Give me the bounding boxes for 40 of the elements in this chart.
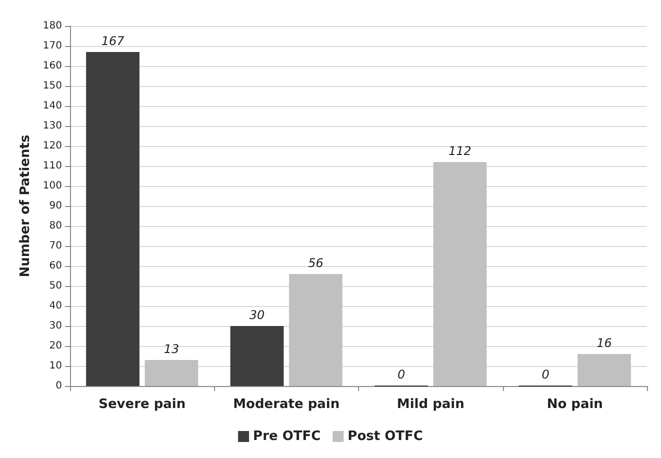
data-label: 30 — [249, 308, 266, 322]
bar — [230, 326, 284, 386]
x-tick-label: Severe pain — [98, 397, 186, 412]
y-tick-label: 90 — [49, 200, 62, 212]
y-tick-label: 10 — [49, 360, 62, 372]
y-tick-label: 150 — [42, 80, 62, 92]
data-label: 56 — [308, 256, 324, 270]
data-label: 0 — [542, 368, 550, 382]
y-tick-label: 70 — [49, 240, 62, 252]
data-label: 112 — [448, 144, 472, 158]
y-tick-label: 30 — [49, 320, 62, 332]
y-tick-label: 100 — [42, 180, 62, 192]
y-tick-label: 50 — [49, 280, 62, 292]
bar — [86, 52, 140, 386]
y-tick-label: 0 — [56, 380, 62, 392]
data-label: 16 — [596, 336, 612, 350]
y-axis-title: Number of Patients — [18, 134, 34, 278]
x-tick-label: Moderate pain — [233, 397, 340, 412]
y-tick-label: 120 — [42, 140, 62, 152]
y-tick-label: 80 — [49, 220, 62, 232]
bar — [289, 274, 342, 386]
data-label: 0 — [397, 368, 406, 382]
y-tick-label: 160 — [42, 60, 62, 72]
bar — [433, 162, 487, 386]
y-tick-label: 60 — [49, 260, 62, 272]
y-tick-label: 110 — [42, 160, 62, 172]
legend-label: Post OTFC — [348, 429, 423, 444]
bar — [144, 360, 198, 386]
y-tick-label: 180 — [42, 20, 62, 32]
bar — [578, 354, 631, 386]
x-tick-label: No pain — [546, 397, 603, 412]
x-tick-label: Mild pain — [396, 397, 464, 412]
data-label: 13 — [164, 342, 180, 356]
y-tick-label: 20 — [49, 340, 62, 352]
y-tick-label: 170 — [42, 40, 62, 52]
y-tick-label: 140 — [42, 100, 62, 112]
legend-label: Pre OTFC — [253, 429, 321, 444]
y-tick-label: 40 — [49, 300, 62, 312]
data-label: 167 — [101, 34, 125, 48]
y-tick-label: 130 — [42, 120, 62, 132]
